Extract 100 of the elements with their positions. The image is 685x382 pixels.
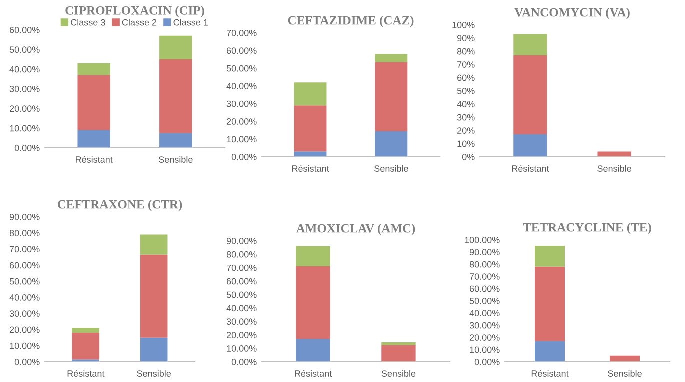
y-tick-label: 70% [458, 62, 475, 68]
legend-label: Classe 1 [174, 19, 208, 26]
y-tick-label: 80.00% [470, 261, 500, 268]
y-tick-label: 0% [462, 154, 475, 160]
y-tick-label: 60.00% [10, 262, 40, 269]
y-tick-label: 40.00% [470, 310, 500, 317]
y-tick-label: 50.00% [470, 298, 500, 304]
y-tick-label: 80.00% [10, 230, 40, 236]
y-tick-label: 90% [457, 35, 475, 42]
chart-title: VANCOMYCIN (VA) [514, 8, 630, 20]
bar [294, 152, 327, 157]
bar [382, 342, 416, 346]
bar [514, 55, 548, 135]
y-tick-label: 30% [457, 114, 475, 121]
y-tick-label: 60.00% [226, 48, 257, 54]
y-tick-label: 60.00% [10, 26, 40, 34]
bar [382, 345, 416, 362]
y-tick-label: 40% [457, 101, 475, 108]
y-tick-label: 50.00% [10, 278, 40, 285]
y-tick-label: 70.00% [226, 264, 257, 272]
x-tick-label: Résistant [76, 156, 113, 163]
bar [514, 34, 548, 56]
x-tick-label: Sensible [382, 370, 416, 377]
bar [598, 152, 632, 157]
chart-title: TETRACYCLINE (TE) [523, 222, 652, 234]
y-tick-label: 20.00% [470, 334, 500, 341]
y-tick-label: 20.00% [226, 118, 257, 125]
bar [160, 60, 192, 134]
y-tick-label: 20.00% [10, 326, 40, 334]
y-tick-label: 60% [458, 74, 475, 82]
y-tick-label: 0.00% [232, 154, 257, 160]
bar [296, 246, 330, 267]
bar [375, 131, 408, 157]
bar [375, 54, 408, 62]
y-tick-label: 40.00% [10, 294, 40, 301]
y-tick-label: 50.00% [226, 65, 257, 72]
y-tick-label: 100.00% [465, 236, 500, 244]
y-tick-label: 10.00% [227, 346, 257, 352]
x-tick-label: Sensible [608, 370, 642, 377]
bar [296, 266, 330, 340]
x-tick-label: Sensible [137, 370, 172, 377]
y-tick-label: 10.00% [470, 346, 500, 354]
y-tick-label: 40.00% [226, 83, 257, 90]
bar [535, 341, 565, 362]
y-tick-label: 70.00% [470, 274, 500, 280]
y-tick-label: 0.00% [14, 358, 40, 366]
y-tick-label: 30.00% [10, 310, 40, 318]
chart-title: CEFTRAXONE (CTR) [58, 200, 182, 212]
y-tick-label: 20.00% [226, 332, 257, 338]
legend-label: Classe 3 [71, 19, 106, 26]
x-tick-label: Résistant [532, 370, 569, 377]
x-tick-label: Résistant [68, 370, 105, 377]
bar [160, 36, 192, 60]
y-tick-label: 20.00% [10, 106, 40, 112]
y-tick-label: 40.00% [226, 305, 257, 312]
bar [535, 246, 565, 267]
bar [78, 75, 110, 130]
x-tick-label: Résistant [512, 165, 550, 172]
bar [610, 356, 640, 362]
y-tick-label: 30.00% [226, 100, 257, 108]
y-tick-label: 10.00% [10, 342, 40, 350]
y-tick-label: 90.00% [10, 214, 40, 220]
y-tick-label: 100% [452, 22, 475, 28]
y-tick-label: 80.00% [226, 251, 257, 258]
bar [514, 134, 548, 157]
y-tick-label: 50.00% [10, 46, 40, 54]
y-tick-label: 10.00% [227, 136, 257, 143]
y-tick-label: 30.00% [10, 86, 40, 92]
bar [160, 133, 192, 148]
bar [78, 63, 110, 76]
y-tick-label: 0.00% [232, 358, 257, 366]
x-tick-label: Sensible [159, 156, 193, 163]
y-tick-label: 80% [457, 48, 475, 55]
bar [535, 266, 565, 342]
y-tick-label: 10% [458, 140, 475, 148]
y-tick-label: 20% [458, 128, 475, 134]
x-tick-label: Résistant [292, 165, 330, 172]
y-tick-label: 60.00% [226, 278, 257, 285]
chart-title: AMOXICLAV (AMC) [296, 224, 416, 236]
x-tick-label: Sensible [374, 165, 408, 172]
y-tick-label: 30.00% [470, 322, 500, 329]
bar [140, 254, 168, 338]
bar [294, 106, 327, 152]
y-tick-label: 0.00% [14, 144, 40, 152]
bar [140, 338, 168, 362]
y-tick-label: 70.00% [10, 246, 40, 253]
y-tick-label: 10.00% [10, 125, 40, 132]
bar [294, 82, 327, 106]
x-tick-label: Sensible [598, 165, 632, 172]
x-tick-label: Résistant [295, 370, 332, 377]
y-tick-label: 50% [457, 88, 475, 94]
bar [140, 234, 168, 255]
chart-title: CIPROFLOXACIN (CIP) [66, 6, 204, 18]
y-tick-label: 70.00% [226, 30, 257, 36]
bar [296, 339, 330, 362]
y-tick-label: 60.00% [470, 286, 500, 292]
bar [375, 62, 408, 132]
bar [72, 328, 100, 333]
y-tick-label: 90.00% [470, 249, 500, 256]
chart-title: CEFTAZIDIME (CAZ) [288, 16, 414, 28]
